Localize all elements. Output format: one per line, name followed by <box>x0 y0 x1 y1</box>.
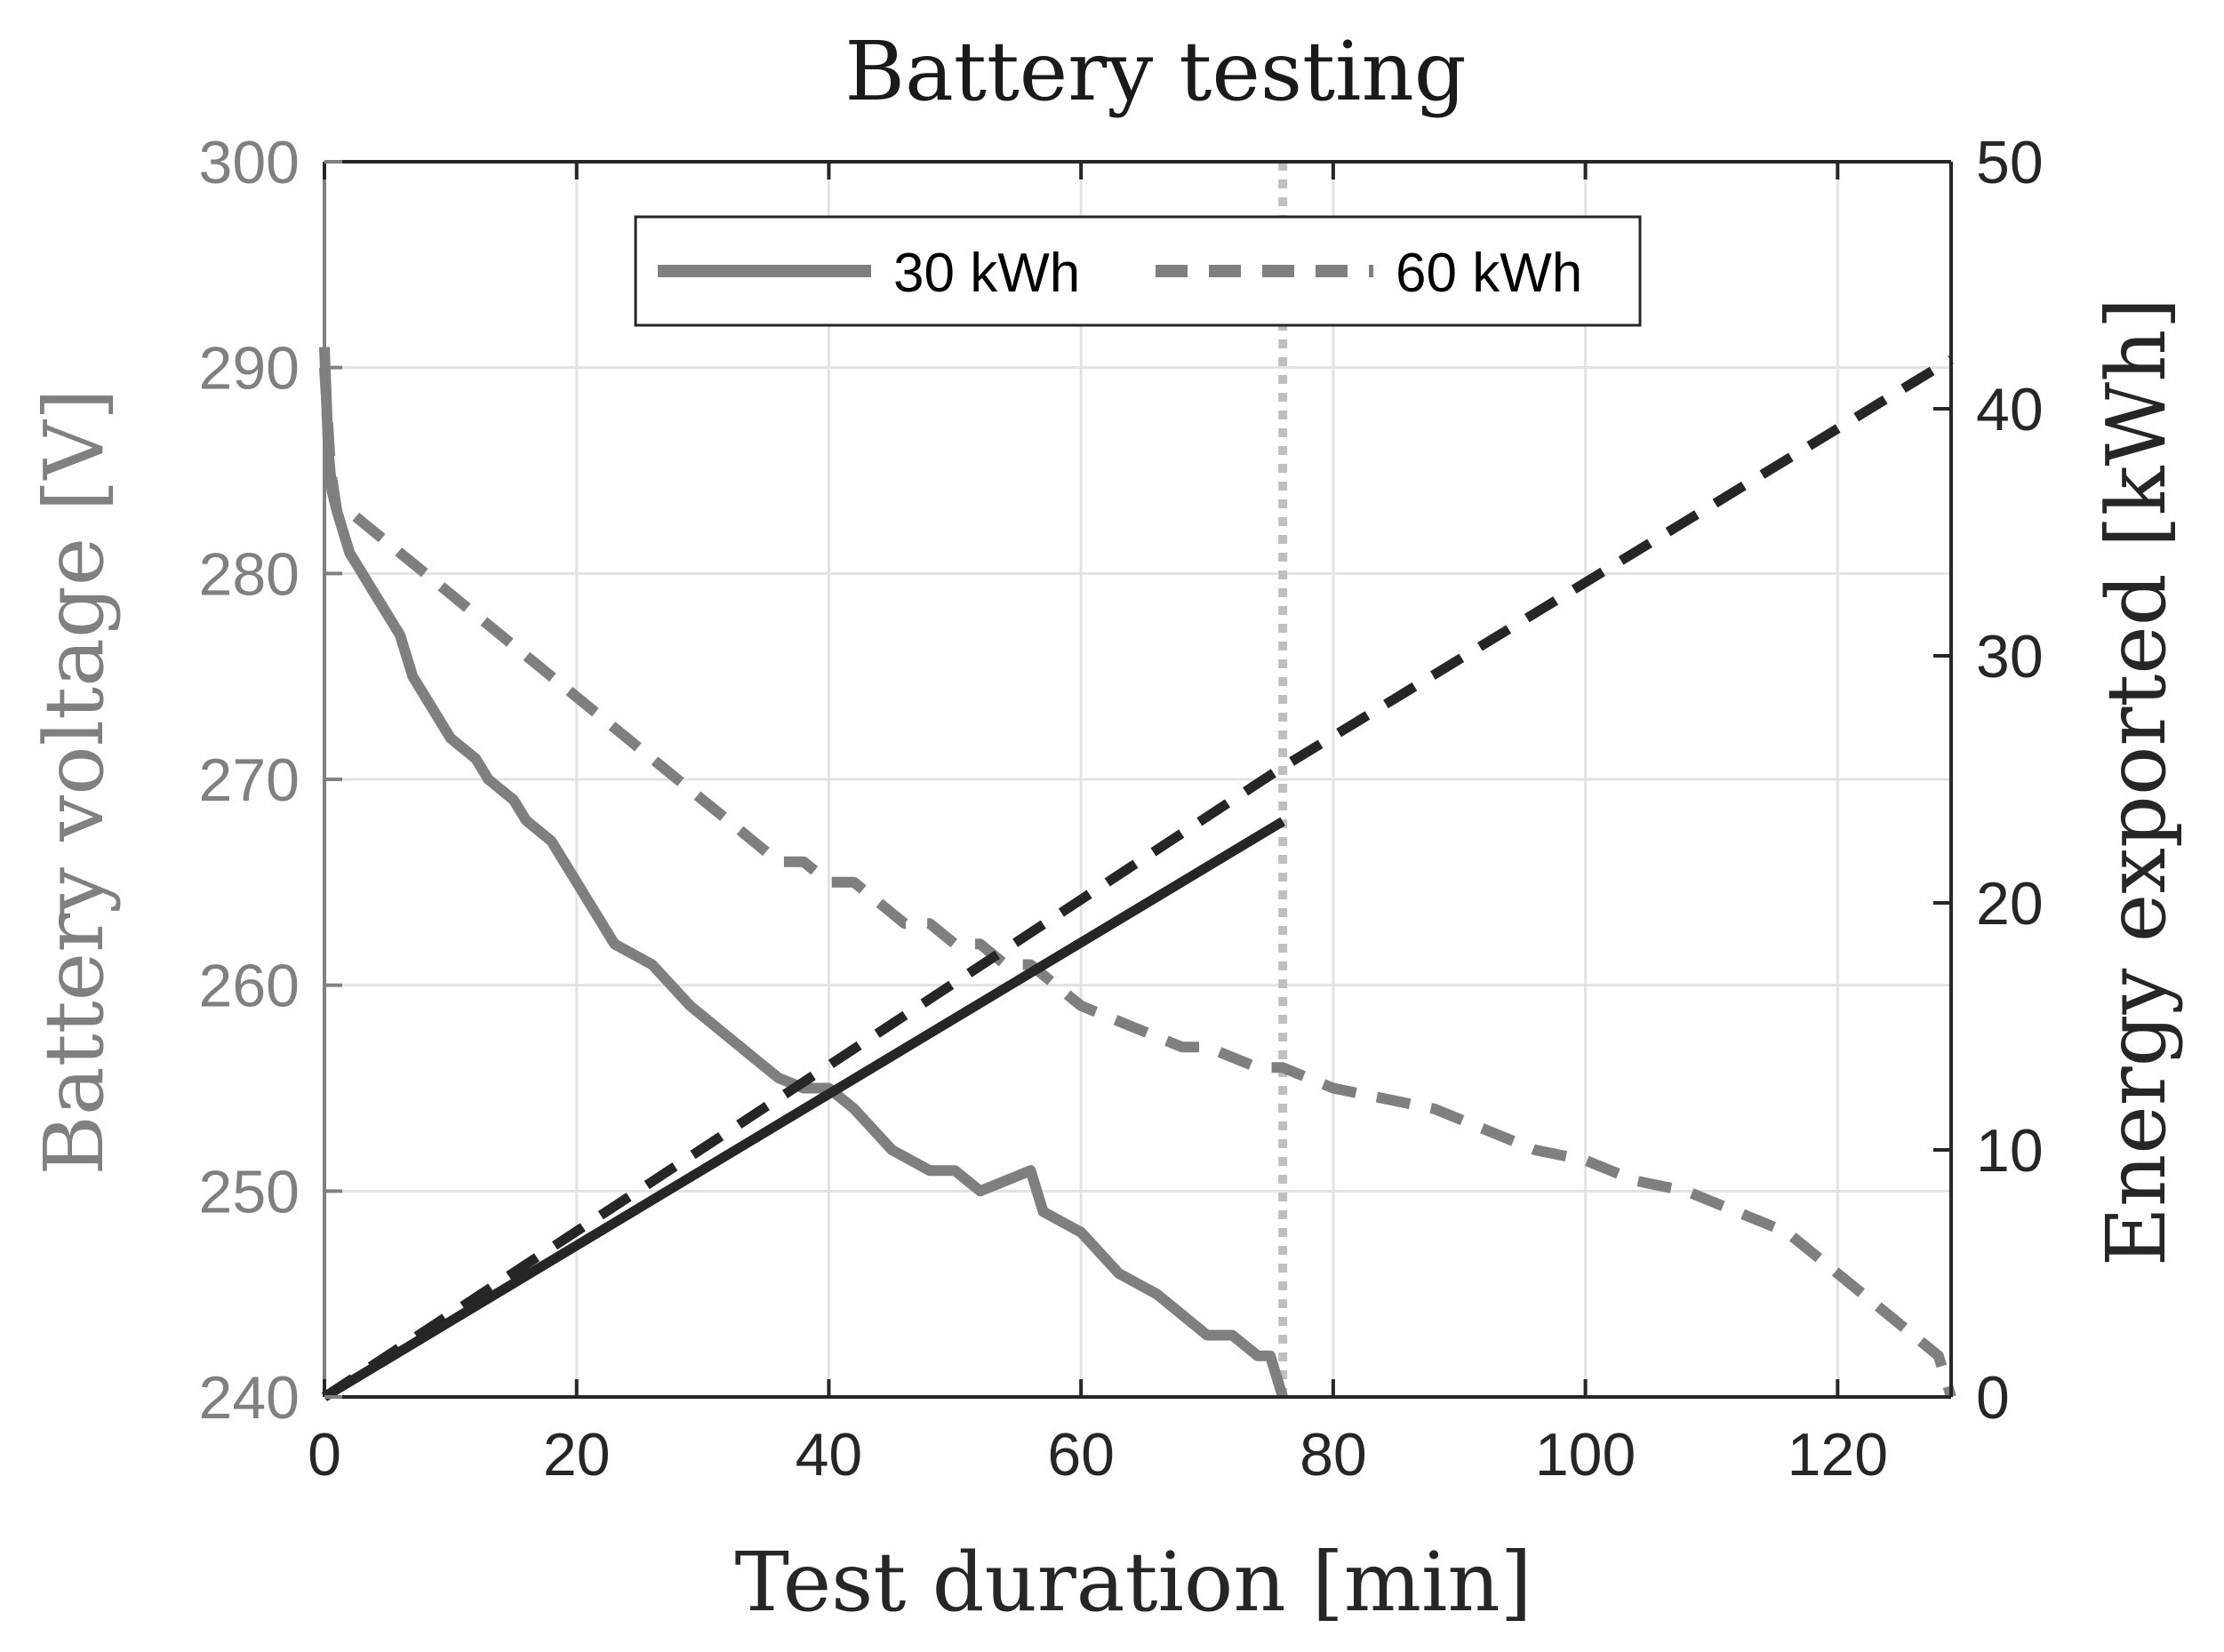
right-y-tick-label: 0 <box>1976 1364 2010 1432</box>
left-y-tick-label: 260 <box>199 953 300 1020</box>
x-tick-label: 40 <box>796 1421 863 1488</box>
grid <box>324 162 1951 1397</box>
right-y-tick-label: 20 <box>1976 870 2044 938</box>
left-y-tick-label: 250 <box>199 1158 300 1225</box>
chart-title: Battery testing <box>844 24 1466 119</box>
left-y-tick-label: 290 <box>199 335 300 403</box>
30-kwh-energy-line <box>322 817 1285 1401</box>
x-tick-label: 120 <box>1788 1421 1888 1488</box>
x-tick-label: 80 <box>1300 1421 1367 1488</box>
right-y-axis-label: Energy exported [kWh] <box>2089 298 2184 1266</box>
right-y-tick-label: 10 <box>1976 1117 2044 1185</box>
30-kwh-voltage-line <box>319 347 1288 1399</box>
left-y-tick-label: 270 <box>199 746 300 814</box>
left-y-tick-label: 240 <box>199 1364 300 1432</box>
60-kwh-voltage-line <box>319 367 1956 1399</box>
left-y-tick-label: 280 <box>199 540 300 608</box>
legend: 30 kWh 60 kWh <box>634 215 1642 327</box>
right-y-tick-label: 30 <box>1976 623 2044 690</box>
x-tick-label: 100 <box>1535 1421 1636 1488</box>
right-y-tick-label: 50 <box>1976 129 2044 196</box>
left-y-tick-label: 300 <box>199 129 300 196</box>
x-tick-label: 0 <box>308 1421 341 1488</box>
legend-label-30kwh: 30 kWh <box>893 243 1080 304</box>
x-tick-label: 20 <box>543 1421 611 1488</box>
legend-label-60kwh: 60 kWh <box>1396 243 1582 304</box>
right-y-tick-label: 40 <box>1976 376 2044 443</box>
ticks-group: 0 20 40 60 80 100 120 240 250 260 270 280 290 300 0 10 2… <box>199 129 2044 1488</box>
60-kwh-energy-line <box>321 355 1954 1401</box>
x-axis-label: Test duration [min] <box>734 1535 1532 1630</box>
left-y-axis-label: Battery voltage [V] <box>27 388 122 1175</box>
series-group <box>319 347 1956 1401</box>
x-tick-label: 60 <box>1047 1421 1115 1488</box>
